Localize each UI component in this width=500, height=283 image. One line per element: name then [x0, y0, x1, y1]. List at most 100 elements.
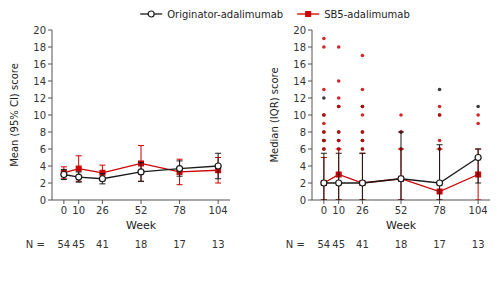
x-tick-label: 78: [433, 205, 446, 216]
y-tick: [308, 149, 312, 150]
outlier-dot: [337, 45, 341, 49]
marker: [76, 174, 82, 180]
count: 18: [135, 239, 148, 250]
legend-label: Originator-adalimumab: [167, 9, 283, 20]
panel: 02468101214161820010265278104WeekMean (9…: [9, 25, 230, 251]
error-bar: [215, 153, 221, 179]
marker: [321, 180, 327, 186]
outlier-dot: [361, 147, 365, 151]
count: 17: [433, 239, 446, 250]
series: [61, 153, 221, 184]
x-tick: [218, 200, 219, 204]
x-tick: [63, 200, 64, 204]
y-tick-label: 10: [33, 110, 46, 121]
y-tick-label: 14: [293, 76, 306, 87]
y-tick-label: 2: [40, 178, 46, 189]
outlier-dot: [322, 147, 326, 151]
marker: [475, 155, 481, 161]
outlier-dot: [337, 79, 341, 83]
outlier-dot: [322, 130, 326, 134]
x-tick: [338, 200, 339, 204]
y-tick-label: 20: [33, 25, 46, 36]
x-tick: [401, 200, 402, 204]
outlier-dot: [476, 122, 480, 126]
outlier-dot: [361, 113, 365, 117]
y-tick-label: 2: [300, 178, 306, 189]
y-tick: [48, 98, 52, 99]
outlier-dot: [361, 54, 365, 58]
error-bar: [437, 145, 443, 200]
outlier-dot: [399, 113, 403, 117]
y-tick: [48, 149, 52, 150]
x-tick-label: 0: [61, 205, 67, 216]
y-tick: [308, 81, 312, 82]
x-tick-label: 0: [321, 205, 327, 216]
outlier-dot: [438, 105, 442, 109]
y-tick: [48, 81, 52, 82]
legend-item: Originator-adalimumab: [140, 9, 283, 20]
outlier-dot: [361, 139, 365, 143]
outlier-dot: [361, 139, 365, 143]
x-tick-label: 10: [72, 205, 85, 216]
x-tick-label: 26: [356, 205, 369, 216]
count-label: N =: [286, 239, 305, 250]
y-tick: [308, 166, 312, 167]
error-bar: [177, 161, 183, 176]
outlier-dot: [322, 88, 326, 92]
y-tick: [48, 47, 52, 48]
outlier-dot: [361, 147, 365, 151]
marker: [336, 180, 342, 186]
series: [321, 132, 481, 200]
marker: [359, 180, 365, 186]
error-bar: [398, 132, 404, 200]
series: [61, 146, 221, 185]
outlier-dot: [337, 130, 341, 134]
y-tick: [308, 183, 312, 184]
outlier-dot: [322, 96, 326, 100]
outlier-dot: [337, 105, 341, 109]
y-tick: [48, 64, 52, 65]
outlier-dot: [438, 113, 442, 117]
count: 17: [173, 239, 186, 250]
x-tick-label: 78: [173, 205, 186, 216]
x-tick: [439, 200, 440, 204]
x-tick-label: 26: [96, 205, 109, 216]
error-bar: [99, 174, 105, 184]
x-tick: [179, 200, 180, 204]
marker: [398, 176, 404, 182]
outlier-dot: [337, 130, 341, 134]
legend: Originator-adalimumabSB5-adalimumab: [140, 9, 410, 20]
marker: [437, 180, 443, 186]
y-tick-label: 0: [300, 195, 306, 206]
outlier-dot: [337, 96, 341, 100]
count: 41: [96, 239, 109, 250]
outlier-dot: [361, 105, 365, 109]
error-bar: [359, 153, 365, 200]
marker: [177, 166, 183, 172]
x-tick-label: 10: [332, 205, 345, 216]
outlier-dot: [361, 105, 365, 109]
y-tick: [308, 47, 312, 48]
outlier-dot: [361, 130, 365, 134]
y-tick: [48, 30, 52, 31]
x-tick: [362, 200, 363, 204]
y-tick-label: 14: [33, 76, 46, 87]
x-tick-label: 52: [135, 205, 148, 216]
y-tick: [48, 115, 52, 116]
y-tick: [48, 132, 52, 133]
count: 54: [57, 239, 70, 250]
y-tick: [308, 30, 312, 31]
count: 13: [472, 239, 485, 250]
y-tick-label: 8: [300, 127, 306, 138]
x-tick: [323, 200, 324, 204]
error-bar: [177, 159, 183, 185]
y-tick: [308, 115, 312, 116]
y-tick-label: 12: [293, 93, 306, 104]
chart: 02468101214161820010265278104WeekMean (9…: [0, 0, 500, 283]
y-tick: [48, 200, 52, 201]
y-tick: [308, 98, 312, 99]
plot-area: [321, 37, 481, 200]
x-axis-label: Week: [386, 219, 417, 232]
error-bar: [76, 156, 82, 182]
error-bar: [336, 153, 342, 200]
